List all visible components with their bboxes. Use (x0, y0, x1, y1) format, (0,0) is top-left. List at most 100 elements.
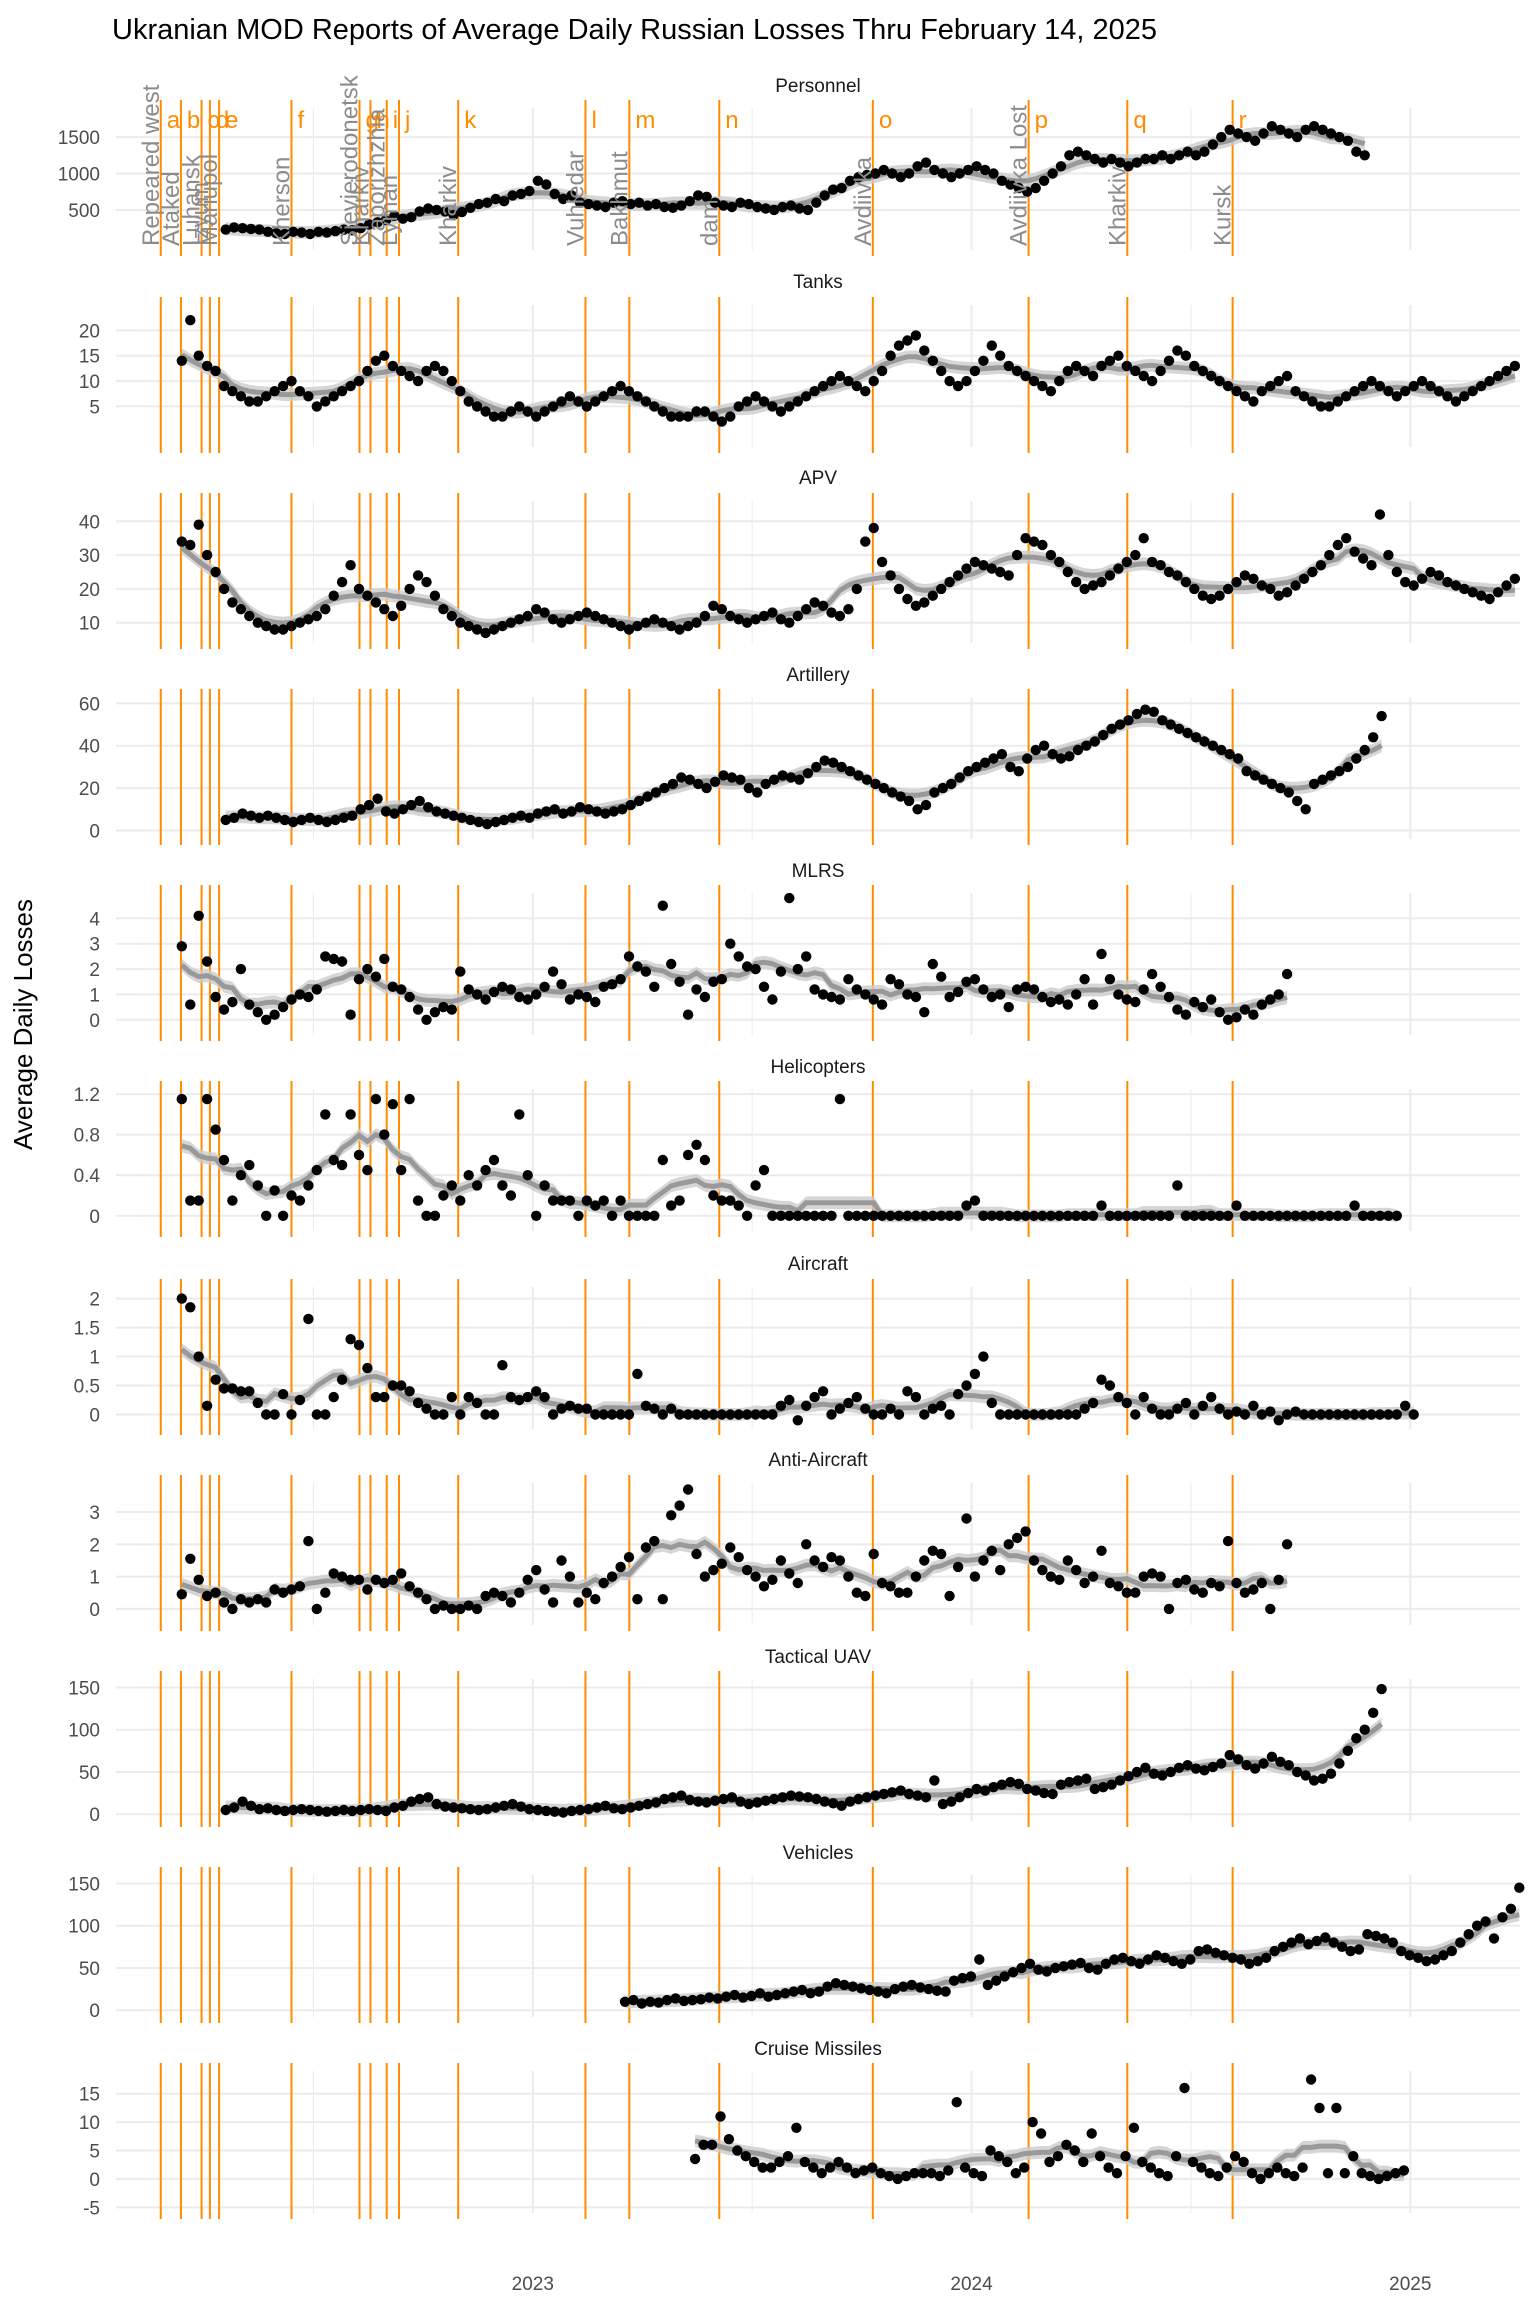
data-point (1273, 989, 1284, 1000)
data-point (228, 222, 240, 233)
data-point (844, 1796, 856, 1807)
data-point (1214, 1581, 1225, 1592)
data-point (303, 1180, 314, 1191)
data-point (619, 1996, 631, 2008)
data-point (446, 610, 457, 622)
data-point (1359, 1724, 1370, 1735)
data-point (758, 1164, 770, 1176)
data-point (746, 1990, 757, 2002)
data-point (1138, 1391, 1149, 1403)
data-point (294, 1394, 306, 1406)
data-point (920, 799, 932, 811)
data-point (1028, 375, 1040, 387)
data-point (1138, 984, 1149, 995)
data-point (817, 380, 829, 392)
y-tick-label: 1.5 (74, 1319, 100, 1340)
data-point (176, 1293, 187, 1304)
data-point (210, 1587, 221, 1598)
data-point (1383, 1409, 1394, 1420)
data-point (828, 1798, 839, 1809)
data-point (574, 1804, 586, 1816)
data-point (1117, 1952, 1129, 1964)
data-point (726, 1792, 738, 1803)
y-tick-label: 20 (79, 779, 100, 800)
data-point (885, 570, 896, 581)
data-point (868, 1409, 879, 1420)
data-point (796, 1984, 808, 1996)
data-point (455, 966, 466, 977)
data-point (193, 519, 204, 530)
data-point (431, 204, 442, 216)
data-point (438, 604, 449, 615)
y-tick-label: 1000 (58, 165, 100, 186)
data-point (1072, 1775, 1084, 1786)
data-point (471, 1180, 483, 1191)
data-point (737, 1992, 749, 2003)
y-tick-label: 0 (89, 2170, 100, 2191)
data-point (286, 994, 297, 1005)
data-point (372, 1804, 383, 1816)
data-point (455, 386, 466, 397)
data-point (1165, 1766, 1176, 1778)
data-point (311, 401, 322, 412)
data-point (1157, 1770, 1168, 1781)
data-point (353, 1339, 365, 1351)
data-point (1256, 1210, 1268, 1222)
data-point (303, 991, 314, 1003)
data-point (961, 976, 972, 987)
data-point (387, 610, 398, 622)
data-point (910, 991, 922, 1003)
data-point (1054, 1409, 1065, 1420)
data-point (488, 1409, 500, 1420)
data-point (1374, 1210, 1386, 1222)
data-point (919, 1555, 930, 1566)
data-point (1189, 1409, 1200, 1420)
data-point (608, 1803, 619, 1814)
data-point (860, 386, 871, 397)
data-point (1180, 1574, 1192, 1586)
data-point (910, 1571, 922, 1582)
y-tick-label: 2 (89, 1290, 100, 1311)
data-point (514, 401, 525, 412)
data-point (1332, 1210, 1344, 1222)
data-point (505, 1190, 517, 1201)
data-point (657, 1594, 668, 1605)
data-point (699, 991, 711, 1003)
data-point (1501, 365, 1512, 377)
data-point (726, 772, 738, 783)
data-point (649, 614, 660, 625)
data-point (507, 190, 518, 201)
data-point (937, 1798, 949, 1810)
event-letter: g (366, 107, 379, 134)
data-point (666, 958, 677, 970)
facet-title: Helicopters (770, 1057, 865, 1078)
data-point (687, 1994, 698, 2006)
data-point (1248, 1009, 1259, 1020)
data-point (564, 994, 576, 1005)
data-point (294, 1581, 306, 1592)
data-point (1256, 580, 1268, 591)
data-point (843, 375, 854, 387)
data-point (362, 963, 373, 975)
data-point (210, 365, 221, 377)
data-point (1467, 587, 1478, 598)
data-point (851, 1391, 862, 1403)
data-point (870, 778, 881, 790)
data-point (1196, 2162, 1207, 2173)
data-point (716, 604, 727, 615)
data-point (1173, 150, 1185, 161)
data-point (979, 1785, 991, 1796)
data-point (1207, 139, 1219, 150)
y-tick-label: 150 (68, 1678, 100, 1699)
data-point (649, 1403, 660, 1414)
data-point (1342, 761, 1354, 773)
data-point (1356, 2168, 1367, 2179)
data-point (986, 1545, 997, 1557)
data-point (1298, 1409, 1310, 1420)
data-point (784, 1568, 795, 1579)
data-point (448, 810, 459, 821)
data-point (522, 1574, 533, 1586)
